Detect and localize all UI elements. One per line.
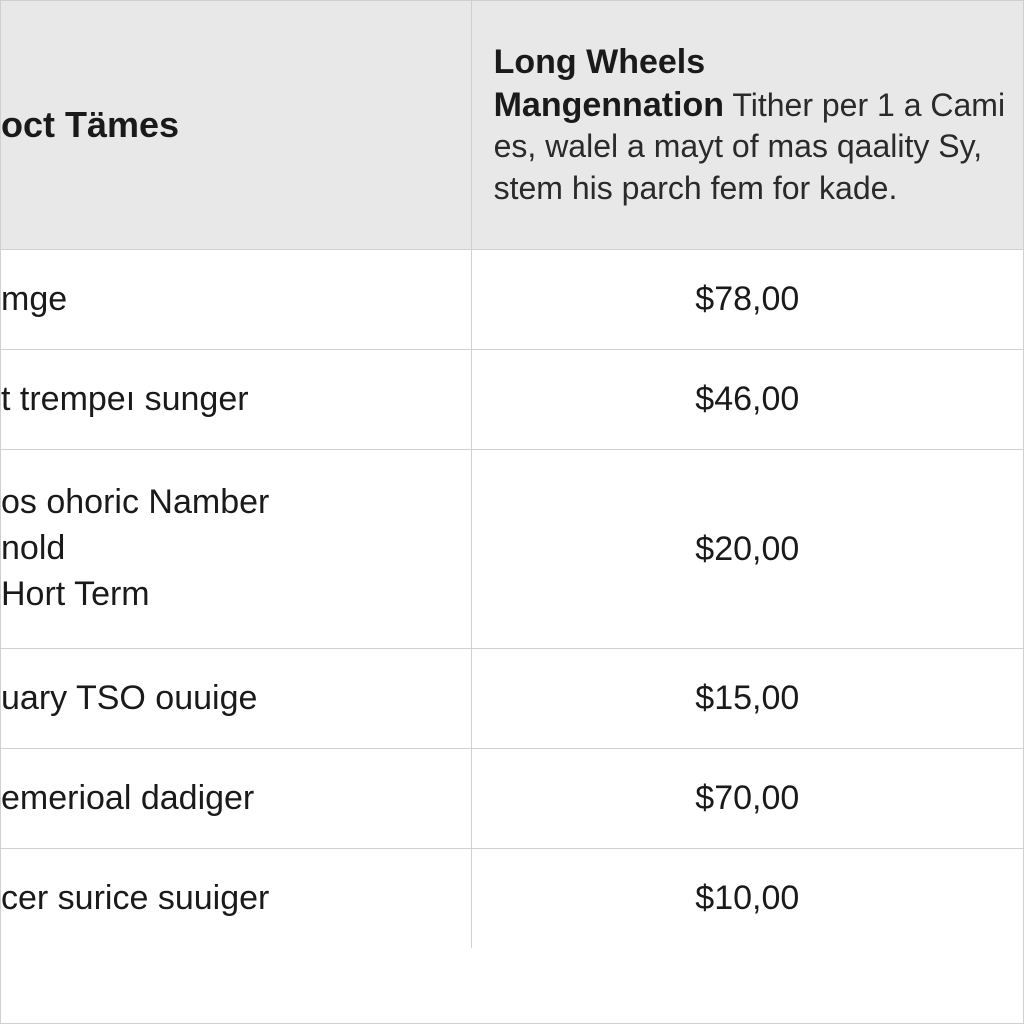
col1-header-text: oct Tämes bbox=[1, 104, 179, 145]
col2-header-bold-1: Long Wheels bbox=[494, 43, 706, 81]
row-label: t trempeı sunger bbox=[1, 350, 471, 450]
row-label: cer surice suuiger bbox=[1, 848, 471, 948]
row-label: emerioal dadiger bbox=[1, 748, 471, 848]
col2-header-bold-2: Mangennation bbox=[494, 86, 724, 124]
table-row: os ohoric NambernoldHort Term $20,00 bbox=[1, 450, 1023, 649]
table-row: uary TSO ouuige $15,00 bbox=[1, 648, 1023, 748]
col2-header-content: Long Wheels Mangennation Tither per 1 a … bbox=[494, 41, 1013, 209]
header-row: oct Tämes Long Wheels Mangennation Tithe… bbox=[1, 1, 1023, 250]
table-row: t trempeı sunger $46,00 bbox=[1, 350, 1023, 450]
table-row: cer surice suuiger $10,00 bbox=[1, 848, 1023, 948]
row-value: $46,00 bbox=[471, 350, 1023, 450]
row-value: $10,00 bbox=[471, 848, 1023, 948]
row-value: $20,00 bbox=[471, 450, 1023, 649]
column-header-description: Long Wheels Mangennation Tither per 1 a … bbox=[471, 1, 1023, 250]
row-label: uary TSO ouuige bbox=[1, 648, 471, 748]
row-value: $15,00 bbox=[471, 648, 1023, 748]
row-value: $78,00 bbox=[471, 250, 1023, 350]
table-body: mge $78,00 t trempeı sunger $46,00 os oh… bbox=[1, 250, 1023, 948]
table-row: emerioal dadiger $70,00 bbox=[1, 748, 1023, 848]
row-label: os ohoric NambernoldHort Term bbox=[1, 450, 471, 649]
row-value: $70,00 bbox=[471, 748, 1023, 848]
table-header: oct Tämes Long Wheels Mangennation Tithe… bbox=[1, 1, 1023, 250]
row-label: mge bbox=[1, 250, 471, 350]
column-header-names: oct Tämes bbox=[1, 1, 471, 250]
pricing-table: oct Tämes Long Wheels Mangennation Tithe… bbox=[1, 1, 1023, 948]
table-row: mge $78,00 bbox=[1, 250, 1023, 350]
pricing-table-container: oct Tämes Long Wheels Mangennation Tithe… bbox=[0, 0, 1024, 1024]
